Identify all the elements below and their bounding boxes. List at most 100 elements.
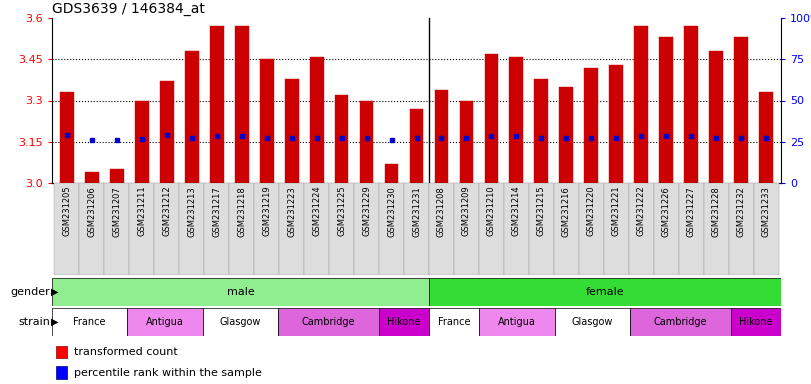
Bar [329, 183, 354, 275]
Text: Glasgow: Glasgow [220, 317, 261, 327]
Text: GSM231209: GSM231209 [462, 186, 471, 237]
Text: Cambridge: Cambridge [302, 317, 355, 327]
Text: Antigua: Antigua [146, 317, 184, 327]
Text: GDS3639 / 146384_at: GDS3639 / 146384_at [52, 2, 205, 16]
Bar [254, 183, 279, 275]
Bar [659, 37, 673, 183]
Text: female: female [586, 287, 624, 297]
Text: GSM231208: GSM231208 [437, 186, 446, 237]
Bar [304, 183, 329, 275]
Text: GSM231223: GSM231223 [287, 186, 296, 237]
Text: GSM231220: GSM231220 [587, 186, 596, 237]
Bar [379, 183, 404, 275]
Bar [710, 51, 723, 183]
Text: GSM231207: GSM231207 [113, 186, 122, 237]
Bar [630, 308, 731, 336]
Text: GSM231230: GSM231230 [387, 186, 396, 237]
Bar [285, 78, 298, 183]
Bar [555, 308, 630, 336]
Text: GSM231217: GSM231217 [212, 186, 221, 237]
Bar [429, 183, 454, 275]
Bar [110, 169, 124, 183]
Bar [354, 183, 379, 275]
Text: GSM231228: GSM231228 [711, 186, 721, 237]
Bar [52, 278, 429, 306]
Bar [684, 26, 698, 183]
Bar [460, 101, 474, 183]
Text: ▶: ▶ [51, 287, 58, 297]
Bar [235, 26, 249, 183]
Text: GSM231233: GSM231233 [762, 186, 770, 237]
Text: Cambridge: Cambridge [654, 317, 707, 327]
Bar [629, 183, 654, 275]
Text: GSM231219: GSM231219 [262, 186, 271, 237]
Bar [279, 183, 304, 275]
Text: GSM231215: GSM231215 [537, 186, 546, 237]
Text: Glasgow: Glasgow [572, 317, 613, 327]
Bar [310, 56, 324, 183]
Bar [479, 183, 504, 275]
Bar [429, 308, 479, 336]
Text: percentile rank within the sample: percentile rank within the sample [74, 367, 262, 377]
Bar [410, 109, 423, 183]
Text: GSM231213: GSM231213 [187, 186, 196, 237]
Text: GSM231229: GSM231229 [362, 186, 371, 237]
Bar [454, 183, 479, 275]
Bar [529, 183, 554, 275]
Text: GSM231227: GSM231227 [687, 186, 696, 237]
Bar [609, 65, 623, 183]
Text: transformed count: transformed count [74, 347, 178, 358]
Bar [384, 164, 398, 183]
Bar [654, 183, 679, 275]
Text: Hikone: Hikone [387, 317, 421, 327]
Text: GSM231205: GSM231205 [62, 186, 71, 237]
Bar [579, 183, 603, 275]
Text: France: France [74, 317, 106, 327]
Text: gender: gender [11, 287, 50, 297]
Bar [56, 346, 67, 359]
Bar [728, 183, 753, 275]
Text: GSM231231: GSM231231 [412, 186, 421, 237]
Text: GSM231210: GSM231210 [487, 186, 496, 237]
Bar [335, 95, 349, 183]
Bar [554, 183, 579, 275]
Bar [203, 308, 278, 336]
Text: GSM231211: GSM231211 [137, 186, 146, 237]
Bar [435, 89, 448, 183]
Text: GSM231222: GSM231222 [637, 186, 646, 237]
Bar [105, 183, 130, 275]
Bar [504, 183, 529, 275]
Bar [704, 183, 728, 275]
Bar [404, 183, 429, 275]
Text: France: France [438, 317, 470, 327]
Bar [509, 56, 523, 183]
Bar [484, 54, 498, 183]
Text: GSM231225: GSM231225 [337, 186, 346, 237]
Text: GSM231206: GSM231206 [88, 186, 97, 237]
Bar [634, 26, 648, 183]
Text: GSM231224: GSM231224 [312, 186, 321, 237]
Bar [160, 81, 174, 183]
Bar [127, 308, 203, 336]
Bar [204, 183, 230, 275]
Bar [534, 78, 548, 183]
Bar [154, 183, 179, 275]
Bar [130, 183, 154, 275]
Bar [731, 308, 781, 336]
Bar [360, 101, 373, 183]
Bar [210, 26, 224, 183]
Bar [185, 51, 199, 183]
Bar [753, 183, 779, 275]
Bar [379, 308, 429, 336]
Text: GSM231226: GSM231226 [662, 186, 671, 237]
Bar [603, 183, 629, 275]
Bar [135, 101, 148, 183]
Text: GSM231214: GSM231214 [512, 186, 521, 237]
Bar [479, 308, 555, 336]
Text: Antigua: Antigua [498, 317, 536, 327]
Bar [56, 366, 67, 379]
Bar [85, 172, 99, 183]
Bar [60, 92, 74, 183]
Bar [54, 183, 79, 275]
Bar [79, 183, 105, 275]
